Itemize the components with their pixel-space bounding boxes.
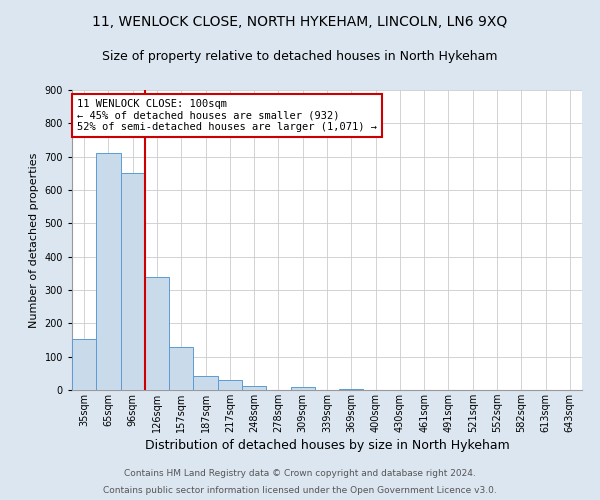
Text: Contains public sector information licensed under the Open Government Licence v3: Contains public sector information licen… — [103, 486, 497, 495]
Bar — [72, 340, 96, 390]
Bar — [145, 276, 169, 390]
Bar — [121, 174, 145, 390]
Text: Size of property relative to detached houses in North Hykeham: Size of property relative to detached ho… — [102, 50, 498, 63]
Bar — [242, 386, 266, 390]
Bar — [218, 380, 242, 390]
X-axis label: Distribution of detached houses by size in North Hykeham: Distribution of detached houses by size … — [145, 439, 509, 452]
Text: 11, WENLOCK CLOSE, NORTH HYKEHAM, LINCOLN, LN6 9XQ: 11, WENLOCK CLOSE, NORTH HYKEHAM, LINCOL… — [92, 15, 508, 29]
Y-axis label: Number of detached properties: Number of detached properties — [29, 152, 39, 328]
Bar — [96, 154, 121, 390]
Bar — [193, 376, 218, 390]
Bar — [169, 346, 193, 390]
Bar — [290, 388, 315, 390]
Text: Contains HM Land Registry data © Crown copyright and database right 2024.: Contains HM Land Registry data © Crown c… — [124, 468, 476, 477]
Text: 11 WENLOCK CLOSE: 100sqm
← 45% of detached houses are smaller (932)
52% of semi-: 11 WENLOCK CLOSE: 100sqm ← 45% of detach… — [77, 99, 377, 132]
